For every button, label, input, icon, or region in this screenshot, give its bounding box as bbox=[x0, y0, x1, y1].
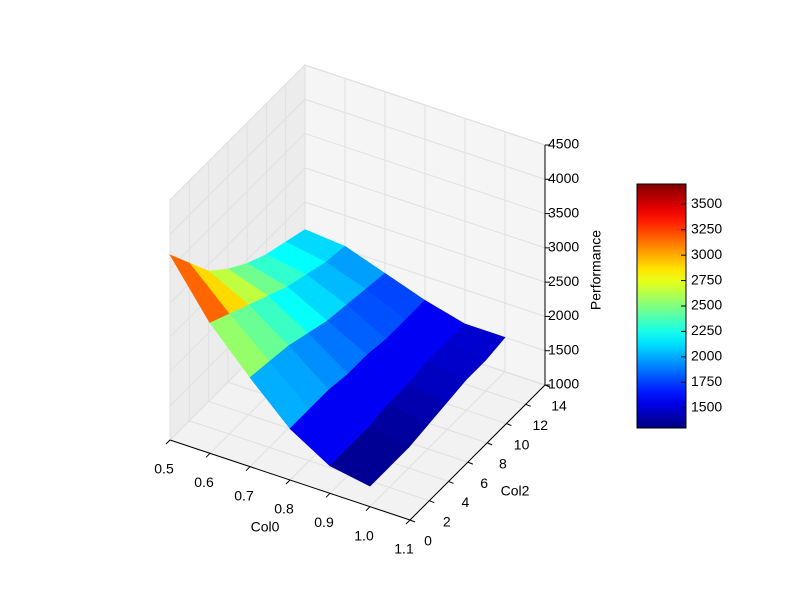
y-tick-label: 14 bbox=[551, 398, 567, 414]
y-tick-label: 4 bbox=[462, 494, 470, 510]
x-tick-label: 1.0 bbox=[354, 527, 374, 543]
z-tick-label: 1000 bbox=[548, 376, 579, 392]
y-tick-label: 12 bbox=[532, 417, 548, 433]
z-tick-label: 1500 bbox=[548, 341, 579, 357]
z-axis-label: Performance bbox=[588, 230, 604, 310]
colorbar bbox=[636, 183, 687, 429]
grid-line bbox=[369, 371, 506, 508]
y-tick bbox=[486, 442, 493, 446]
x-tick bbox=[205, 452, 211, 458]
grid-line bbox=[169, 133, 306, 269]
grid-line bbox=[189, 420, 430, 502]
x-tick bbox=[245, 466, 251, 472]
y-tick bbox=[467, 461, 474, 465]
z-tick-label: 4000 bbox=[548, 170, 579, 186]
x-tick bbox=[405, 519, 411, 525]
x-tick-label: 0.8 bbox=[274, 501, 294, 517]
colorbar-tick-label: 3000 bbox=[691, 246, 722, 262]
grid-line bbox=[304, 201, 546, 283]
colorbar-tick-label: 3250 bbox=[691, 220, 722, 236]
x-tick-label: 0.5 bbox=[154, 461, 174, 477]
x-tick-label: 0.9 bbox=[314, 514, 334, 530]
colorbar-tick-label: 2250 bbox=[691, 322, 722, 338]
x-axis-label: Col0 bbox=[251, 519, 280, 535]
grid-line bbox=[304, 98, 546, 180]
colorbar-tick-label: 1500 bbox=[691, 398, 722, 414]
z-tick-label: 4500 bbox=[548, 136, 579, 152]
y-tick bbox=[429, 500, 435, 504]
x-tick bbox=[285, 479, 291, 485]
grid-line bbox=[169, 64, 306, 201]
y-tick-label: 8 bbox=[499, 456, 507, 472]
x-tick-label: 1.1 bbox=[394, 541, 414, 557]
z-tick-label: 3500 bbox=[548, 204, 579, 220]
y-tick-label: 10 bbox=[514, 436, 530, 452]
surface bbox=[169, 229, 506, 487]
z-tick-label: 2000 bbox=[548, 307, 579, 323]
axis-line bbox=[409, 384, 546, 521]
colorbar-tick-label: 1750 bbox=[691, 373, 722, 389]
x-tick-label: 0.6 bbox=[194, 474, 214, 490]
z-tick-label: 2500 bbox=[548, 273, 579, 289]
grid-line bbox=[304, 133, 546, 215]
x-tick-label: 0.7 bbox=[234, 487, 254, 503]
y-tick bbox=[525, 403, 531, 407]
z-tick-label: 3000 bbox=[548, 239, 579, 255]
y-tick bbox=[409, 519, 416, 523]
grid-line bbox=[304, 167, 546, 249]
colorbar-ticks: 1500 1750 2000 2250 2500 2750 3000 3250 3500 bbox=[681, 195, 722, 414]
x-tick bbox=[365, 506, 371, 512]
colorbar-tick-label: 3500 bbox=[691, 195, 722, 211]
surface-facet bbox=[329, 446, 390, 487]
x-tick bbox=[165, 439, 171, 445]
y-tick-label: 2 bbox=[443, 513, 451, 529]
colorbar-tick-label: 2750 bbox=[691, 271, 722, 287]
colorbar-tick-label: 2000 bbox=[691, 348, 722, 364]
y-tick bbox=[448, 480, 454, 484]
x-tick bbox=[325, 492, 331, 498]
y-tick bbox=[506, 423, 512, 427]
colorbar-tick-label: 2500 bbox=[691, 297, 722, 313]
y-tick-label: 6 bbox=[480, 475, 488, 491]
y-tick-label: 0 bbox=[424, 533, 432, 549]
grid-line bbox=[169, 98, 306, 235]
y-axis-label: Col2 bbox=[501, 483, 530, 499]
grid-line bbox=[304, 64, 546, 146]
